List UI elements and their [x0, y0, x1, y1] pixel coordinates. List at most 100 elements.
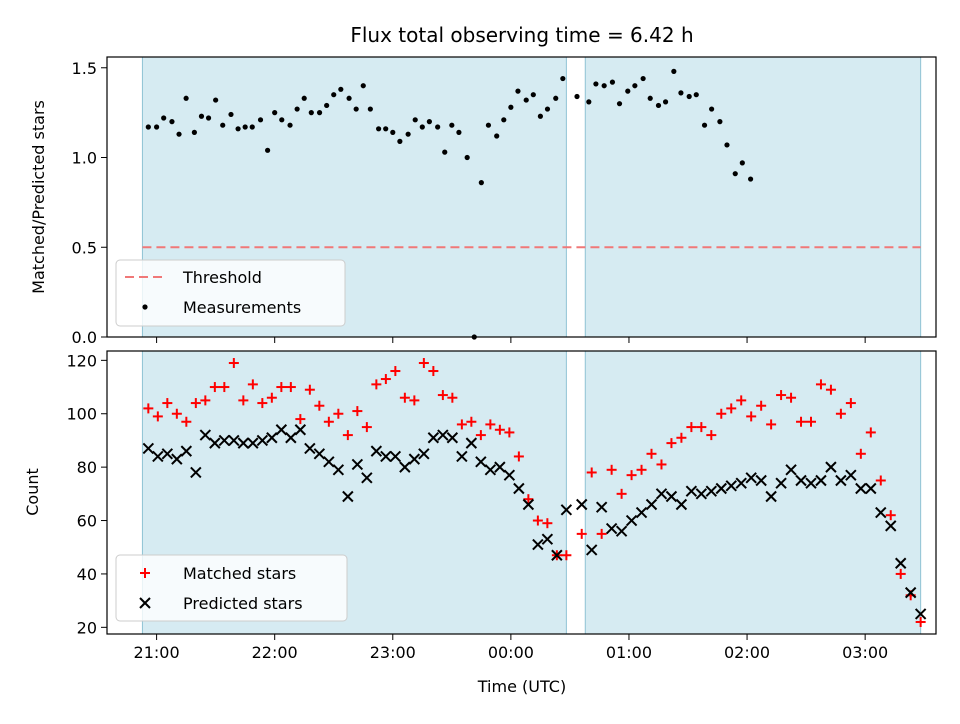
top-axes-frame — [106, 56, 937, 338]
measurement-point — [242, 124, 248, 130]
measurement-point — [316, 110, 323, 116]
measurement-point — [257, 117, 264, 123]
matched-star-point — [409, 395, 420, 406]
predicted-star-point — [775, 477, 787, 489]
x-b — [705, 485, 718, 497]
x-tick-label: 23:00 — [370, 643, 416, 662]
x-b — [825, 461, 837, 473]
matched-star-point — [475, 430, 486, 441]
matched-star-point — [561, 550, 572, 561]
measurement-point — [176, 131, 182, 137]
measurement-point — [367, 106, 373, 112]
x-b — [418, 448, 430, 460]
matched-star-point — [542, 518, 553, 529]
x-b — [313, 448, 326, 460]
x-b — [446, 432, 459, 444]
predicted-star-point — [285, 432, 297, 444]
x-b — [139, 597, 151, 609]
predicted-star-point — [171, 453, 183, 465]
measurement-point — [593, 81, 599, 87]
matched-star-point — [696, 422, 707, 433]
matched-star-point — [171, 408, 182, 419]
matched-star-point — [494, 424, 505, 435]
bottom-axes-frame — [106, 350, 937, 635]
measurement-point — [560, 75, 566, 82]
matched-star-point — [143, 403, 154, 414]
x-b — [576, 498, 588, 511]
predicted-star-point — [685, 485, 698, 497]
x-b — [323, 456, 335, 468]
x-b — [484, 464, 497, 476]
measurement-point — [220, 122, 226, 128]
measurement-point — [478, 180, 484, 186]
matched-star-point — [656, 459, 667, 470]
measurement-point — [376, 126, 382, 132]
y-tick-label: 1.0 — [72, 149, 97, 168]
matched-star-point — [295, 414, 306, 425]
matched-star-point — [399, 392, 410, 403]
x-b — [605, 522, 618, 535]
measurement-point — [153, 124, 160, 130]
x-b — [522, 498, 535, 511]
bottom-panel: 20 40 60 80 100 120 21:00 22:00 23:00 00:00 01:00 0… — [66, 350, 937, 662]
x-tick-label: 02:00 — [724, 643, 770, 662]
measurement-point — [426, 119, 432, 125]
matched-star-point — [786, 392, 797, 403]
matched-star-point — [895, 568, 906, 579]
measurement-point — [287, 122, 293, 128]
x-b — [735, 477, 747, 489]
matched-star-point — [247, 379, 258, 390]
predicted-star-point — [475, 456, 487, 468]
matched-star-point — [845, 398, 856, 409]
matched-star-point — [323, 416, 334, 427]
measurement-point — [228, 111, 234, 118]
matched-star-point — [456, 419, 467, 430]
x-b — [551, 549, 563, 561]
matched-star-point — [285, 382, 296, 393]
x-b — [180, 445, 193, 457]
measurement-point — [640, 75, 646, 82]
legend-measurements-label: Measurements — [183, 298, 301, 317]
measurement-point — [449, 122, 455, 128]
x-b — [904, 586, 917, 599]
predicted-star-point — [503, 469, 516, 481]
matched-star-point — [390, 366, 401, 377]
x-b — [755, 474, 767, 487]
predicted-star-point — [323, 456, 335, 468]
measurement-point — [739, 160, 745, 166]
matched-star-point — [428, 366, 439, 377]
matched-star-point — [825, 384, 836, 395]
measurement-point — [693, 92, 699, 98]
predicted-star-point — [705, 485, 718, 497]
predicted-star-point — [266, 432, 278, 444]
predicted-star-point — [437, 429, 449, 441]
measurement-point — [169, 119, 175, 125]
matched-star-point — [418, 358, 429, 369]
legend-predicted-label: Predicted stars — [183, 594, 303, 613]
predicted-star-point — [456, 450, 468, 463]
x-axis-label: Time (UTC) — [477, 677, 566, 696]
x-b — [560, 504, 573, 516]
measurement-point — [655, 102, 662, 109]
predicted-star-point — [247, 437, 259, 449]
predicted-star-point — [765, 490, 777, 503]
measurement-point — [346, 95, 352, 101]
matched-star-point — [796, 416, 807, 427]
matched-star-point — [380, 374, 391, 385]
predicted-star-point — [675, 498, 688, 511]
predicted-star-point — [885, 520, 897, 532]
predicted-star-point — [635, 506, 648, 519]
measurement-point — [724, 142, 730, 148]
matched-star-point — [805, 416, 816, 427]
predicted-star-point — [914, 608, 927, 620]
x-tick-label: 01:00 — [606, 643, 652, 662]
matched-star-point — [228, 358, 239, 369]
x-b — [855, 482, 867, 495]
x-b — [152, 450, 164, 463]
x-b — [209, 437, 221, 449]
matched-star-point — [238, 395, 249, 406]
measurement-point — [732, 171, 738, 177]
measurement-point — [294, 106, 300, 112]
x-b — [815, 474, 827, 487]
matched-star-point — [504, 427, 515, 438]
